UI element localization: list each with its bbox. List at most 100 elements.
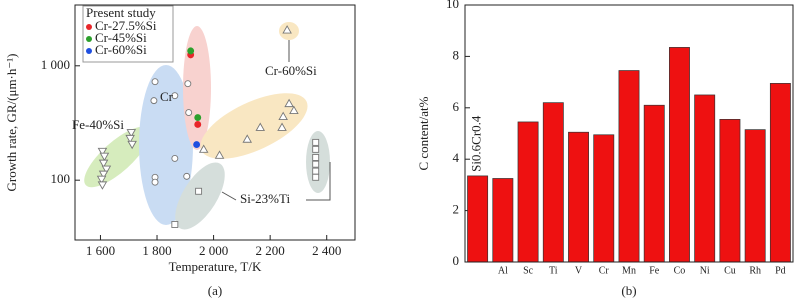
x-tick-label: 2 400: [312, 243, 341, 258]
point: [277, 122, 287, 131]
point: [312, 138, 320, 146]
bar: [769, 83, 791, 263]
point: [171, 154, 179, 162]
x-tick-label: Al: [498, 265, 508, 276]
x-tick-label: Mn: [622, 265, 636, 276]
point: [99, 152, 110, 162]
bar: [542, 102, 564, 263]
legend-label: Cr-27.5%Si: [95, 18, 157, 33]
region: [175, 162, 225, 230]
y-tick-label: 10: [446, 0, 459, 11]
point: [171, 221, 179, 228]
x-tick-label: Cu: [724, 265, 736, 276]
point: [97, 147, 108, 157]
point: [289, 105, 299, 115]
point: [195, 187, 203, 195]
x-tick-label: 2 200: [256, 243, 285, 258]
point: [183, 172, 191, 180]
x-tick-label: 1 800: [142, 243, 171, 258]
x-tick-label: Rh: [749, 265, 761, 276]
region: [200, 93, 308, 159]
x-tick-label: Ni: [700, 265, 710, 276]
legend-title: Present study: [86, 5, 156, 20]
point: [151, 178, 159, 186]
y-axis-label: C content/at%: [416, 96, 431, 170]
x-tick-label: Cr: [599, 265, 610, 276]
y-tick-label: 1 000: [41, 57, 70, 72]
x-axis-label: Temperature, T/K: [169, 259, 262, 274]
leader-line: [306, 162, 331, 201]
point: [98, 170, 109, 180]
point: [312, 173, 320, 181]
point: [278, 111, 288, 121]
leader-line: [221, 191, 237, 201]
bar: [719, 119, 741, 263]
annotation: Cr-60%Si: [265, 63, 317, 78]
bar: [568, 131, 589, 263]
point: [187, 47, 195, 55]
y-tick-label: 6: [453, 99, 460, 114]
point: [98, 159, 109, 169]
legend-marker: [86, 48, 92, 54]
point: [194, 114, 202, 121]
point: [184, 80, 192, 88]
annotation: Si-23%Ti: [240, 191, 290, 206]
plot-frame: [464, 4, 794, 263]
point: [171, 92, 179, 100]
legend-marker: [86, 24, 92, 30]
point: [312, 160, 320, 168]
point: [214, 150, 225, 159]
x-tick-label: Si0.6Cr0.4: [469, 115, 484, 172]
point: [242, 134, 253, 143]
x-tick-label: Pd: [775, 265, 786, 276]
point: [194, 121, 202, 128]
annotation: Cr: [160, 89, 174, 104]
point: [312, 167, 320, 175]
x-tick-label: Sc: [523, 265, 534, 276]
plot-frame: [74, 4, 356, 241]
point: [101, 165, 112, 175]
bar: [467, 175, 489, 263]
point: [282, 25, 292, 34]
bar: [618, 70, 640, 263]
x-tick-label: Ti: [549, 265, 558, 276]
point: [150, 97, 158, 105]
y-tick-label: 0: [453, 253, 460, 268]
annotation: Fe-40%Si: [72, 117, 124, 132]
y-tick-label: 4: [453, 150, 460, 165]
legend-box: [82, 5, 174, 63]
bar: [744, 129, 766, 263]
point: [96, 175, 107, 185]
point: [312, 145, 320, 153]
bar: [593, 134, 615, 263]
point: [125, 134, 135, 144]
y-tick-label: 100: [51, 171, 71, 186]
point: [151, 78, 159, 86]
x-tick-label: Co: [674, 265, 686, 276]
bar: [517, 121, 539, 263]
legend-marker: [86, 36, 92, 42]
bar: [492, 178, 514, 263]
legend-label: Cr-45%Si: [95, 30, 147, 45]
point: [255, 122, 266, 131]
sublabel: (b): [621, 283, 636, 298]
region: [139, 65, 193, 225]
bar: [669, 47, 690, 263]
x-tick-label: 2 000: [199, 243, 228, 258]
x-tick-label: Fe: [649, 265, 660, 276]
point: [185, 109, 193, 117]
point: [198, 144, 209, 153]
point: [312, 154, 320, 161]
y-tick-label: 8: [453, 47, 460, 62]
point: [193, 141, 201, 148]
bar: [643, 104, 665, 263]
point: [126, 129, 137, 138]
leaders: [221, 40, 331, 201]
bar: [694, 94, 716, 263]
point: [97, 181, 108, 190]
point: [284, 98, 294, 108]
legend-label: Cr-60%Si: [95, 42, 147, 57]
x-tick-label: V: [575, 265, 583, 276]
x-tick-label: 1 600: [86, 243, 115, 258]
